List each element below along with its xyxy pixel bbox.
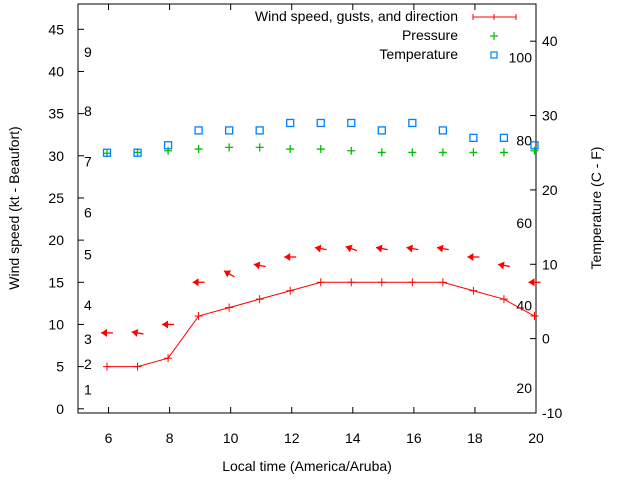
y2-tick-label: 10 — [542, 256, 558, 272]
legend-label-wind: Wind speed, gusts, and direction — [255, 8, 458, 24]
pressure-point — [164, 146, 173, 155]
y2-tick-label: -10 — [542, 405, 562, 421]
temperature-point — [347, 118, 356, 128]
beaufort-label: 5 — [84, 246, 92, 262]
gust-arrow-head — [314, 244, 322, 253]
y2-axis-label: Temperature (C - F) — [588, 147, 604, 270]
temperature-point — [286, 118, 295, 128]
x-tick-label: 12 — [284, 430, 300, 446]
pressure-point — [408, 148, 417, 157]
gust-arrow-head — [131, 328, 139, 337]
y-tick-label: 15 — [48, 274, 64, 290]
temperature-point — [194, 126, 203, 135]
gust-arrow-head — [467, 252, 474, 261]
fahrenheit-label: 60 — [516, 215, 532, 231]
y-tick-label: 10 — [48, 316, 64, 332]
x-tick-label: 16 — [406, 430, 422, 446]
y-tick-label: 25 — [48, 190, 64, 206]
legend-swatch-pressure — [490, 32, 498, 40]
x-tick-label: 14 — [345, 430, 361, 446]
y-tick-label: 45 — [48, 21, 64, 37]
beaufort-label: 1 — [84, 381, 92, 397]
legend-label-temperature: Temperature — [379, 46, 458, 62]
temperature-point — [438, 126, 448, 135]
temperature-point — [224, 126, 234, 135]
plot-frame — [77, 3, 537, 414]
y-tick-label: 30 — [48, 148, 64, 164]
fahrenheit-label: 80 — [516, 132, 532, 148]
y2-tick-label: 30 — [542, 108, 558, 124]
pressure-point — [499, 148, 508, 157]
gust-arrow-head — [436, 244, 444, 253]
fahrenheit-label: 100 — [509, 50, 533, 66]
y2-tick-label: 20 — [542, 182, 558, 198]
gust-arrow-head — [528, 278, 535, 287]
temperature-point — [316, 118, 325, 128]
gust-arrow-head — [406, 244, 414, 253]
gust-arrow-head — [498, 261, 505, 270]
beaufort-label: 8 — [84, 103, 92, 119]
y-tick-label: 20 — [48, 232, 64, 248]
beaufort-label: 4 — [84, 297, 92, 313]
temperature-point — [255, 126, 264, 135]
beaufort-label: 6 — [84, 204, 92, 220]
pressure-point — [377, 148, 386, 157]
gust-arrow-head — [284, 252, 291, 261]
x-tick-label: 18 — [467, 430, 483, 446]
x-tick-label: 10 — [223, 430, 239, 446]
pressure-point — [255, 143, 264, 152]
beaufort-label: 2 — [84, 356, 92, 372]
temperature-point — [499, 133, 509, 143]
y2-tick-label: 40 — [542, 33, 558, 49]
x-axis-label: Local time (America/Aruba) — [222, 458, 392, 474]
y-tick-label: 0 — [56, 401, 64, 417]
pressure-point — [469, 148, 478, 157]
pressure-point — [286, 145, 295, 154]
temperature-point — [469, 133, 478, 143]
gust-arrow-head — [162, 320, 169, 329]
temperature-point — [102, 148, 112, 157]
beaufort-label: 7 — [84, 154, 92, 170]
pressure-point — [347, 146, 356, 155]
gust-arrow-head — [223, 270, 232, 278]
gust-arrow-head — [375, 244, 383, 253]
fahrenheit-label: 20 — [516, 380, 532, 396]
legend: Wind speed, gusts, and direction Pressur… — [255, 8, 517, 62]
gust-arrow-head — [345, 244, 353, 253]
temperature-point — [163, 141, 173, 150]
pressure-point — [225, 143, 234, 152]
pressure-point — [438, 148, 447, 157]
beaufort-label: 3 — [84, 331, 92, 347]
temperature-point — [408, 118, 417, 128]
temperature-point — [133, 148, 142, 157]
legend-label-pressure: Pressure — [402, 27, 458, 43]
temperature-point — [530, 141, 539, 150]
y2-tick-label: 0 — [542, 331, 550, 347]
beaufort-label: 9 — [84, 44, 92, 60]
gust-arrow-head — [253, 261, 261, 270]
y-tick-label: 35 — [48, 106, 64, 122]
pressure-point — [316, 145, 325, 154]
y-tick-label: 5 — [56, 359, 64, 375]
pressure-point — [194, 145, 203, 154]
y-tick-label: 40 — [48, 63, 64, 79]
gust-arrow-head — [101, 328, 108, 337]
x-tick-label: 20 — [528, 430, 544, 446]
x-tick-label: 6 — [105, 430, 113, 446]
temperature-point — [377, 126, 386, 135]
fahrenheit-label: 40 — [516, 298, 532, 314]
x-tick-label: 8 — [166, 430, 174, 446]
y-axis-label: Wind speed (kt - Beaufort) — [6, 126, 22, 289]
legend-swatch-temperature — [490, 51, 498, 59]
gust-arrow-head — [192, 278, 199, 287]
legend-swatch-wind — [472, 14, 517, 20]
pressure-point — [530, 146, 539, 155]
